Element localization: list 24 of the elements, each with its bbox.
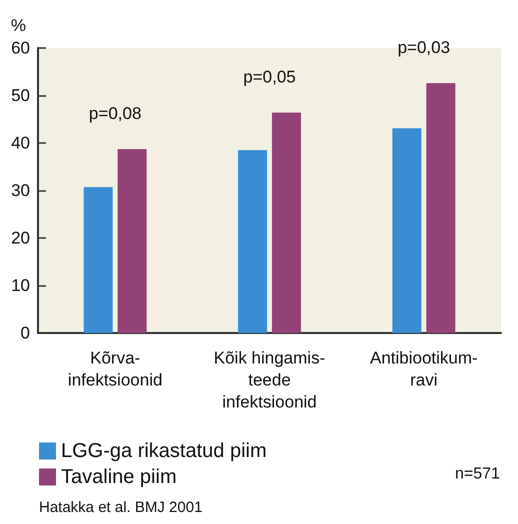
x-tick-label: Kõrva- infektsioonid [68,348,162,390]
y-tick-label: 50 [11,86,30,105]
legend-label: LGG-ga rikastatud piim [61,440,267,462]
annotation: p=0,05 [243,68,296,87]
text: n=571 [455,466,500,482]
annotation: p=0,08 [88,104,142,124]
bar [84,187,113,333]
legend-label: Tavaline piim [61,466,177,488]
y-tick-label: 10 [11,276,30,295]
text: Hatakka et al. BMJ 2001 [39,499,202,516]
bar [118,149,147,333]
x-tick-label: Antibiootikum- ravi [370,348,478,390]
annotation: p=0,03 [398,38,450,58]
y-tick-label: 0 [20,324,30,342]
y-tick-label: 20 [11,228,30,248]
y-axis-title: % [10,16,26,35]
y-tick-label: 30 [11,181,30,200]
bar [392,128,422,333]
x-tick-label: Kõik hingamis- teede infektsioonid [214,348,326,412]
y-tick-label: 60 [11,38,30,58]
y-tick-label: 40 [11,134,30,152]
bar [426,83,456,333]
bar [272,112,301,333]
bar [238,150,268,333]
